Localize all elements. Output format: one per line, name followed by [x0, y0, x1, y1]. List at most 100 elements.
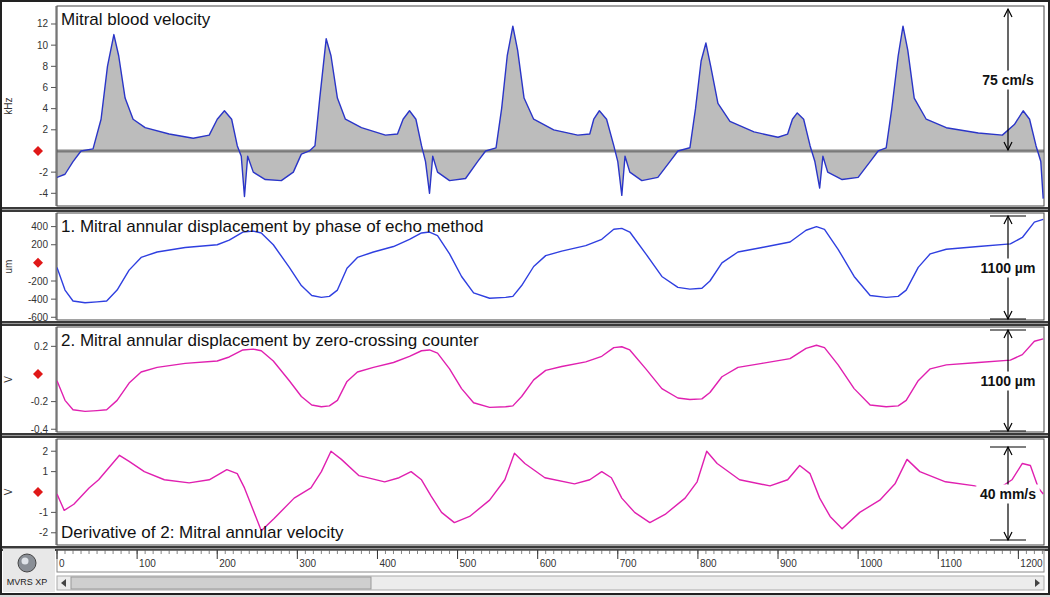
y-axis-label: V [3, 376, 14, 383]
y-tick-label: -600 [28, 312, 48, 323]
x-tick-label: 500 [460, 558, 477, 569]
x-minor-tick [593, 550, 594, 554]
panel-separator-line [2, 209, 1048, 210]
y-tick-label: 4 [42, 103, 48, 114]
x-minor-tick [169, 550, 170, 554]
x-minor-tick [385, 550, 386, 554]
x-minor-tick [898, 550, 899, 554]
panel-separator-line [2, 548, 1048, 549]
scale-annotation: 1100 µm [981, 373, 1036, 389]
scale-arrow [1004, 532, 1012, 540]
scale-annotation: 1100 µm [981, 260, 1036, 276]
y-tick [51, 532, 56, 533]
x-minor-tick [225, 550, 226, 554]
scale-annotation: 75 cm/s [982, 72, 1034, 88]
x-minor-tick [105, 550, 106, 554]
x-tick [537, 550, 538, 559]
panel-separator [2, 433, 1048, 438]
x-minor-tick [1034, 550, 1035, 554]
plot-group [57, 451, 1043, 530]
x-minor-tick [153, 550, 154, 554]
x-minor-tick [762, 550, 763, 554]
x-minor-tick [257, 550, 258, 554]
x-minor-tick [361, 550, 362, 554]
x-minor-tick [329, 550, 330, 554]
x-minor-tick [337, 550, 338, 554]
x-tick [617, 550, 618, 559]
x-minor-tick [529, 550, 530, 554]
y-tick [51, 512, 56, 513]
x-minor-tick [1002, 550, 1003, 554]
x-tick [217, 550, 218, 559]
x-minor-tick [409, 550, 410, 554]
x-minor-tick [185, 550, 186, 554]
x-minor-tick [713, 550, 714, 554]
y-tick [51, 244, 56, 245]
x-minor-tick [345, 550, 346, 554]
x-minor-tick [289, 550, 290, 554]
x-tick-label: 0 [59, 558, 65, 569]
x-minor-tick [417, 550, 418, 554]
axis-strip [3, 213, 55, 320]
x-minor-tick [433, 550, 434, 554]
y-axis-label: kHz [3, 97, 14, 114]
x-minor-tick [962, 550, 963, 554]
x-minor-tick [561, 550, 562, 554]
x-minor-tick [906, 550, 907, 554]
x-minor-tick [497, 550, 498, 554]
x-tick-label: 200 [219, 558, 236, 569]
axis-strip [3, 327, 55, 432]
panel-separator [2, 546, 1048, 551]
scroll-arrow [61, 579, 66, 587]
x-minor-tick [657, 550, 658, 554]
y-tick [51, 299, 56, 300]
x-minor-tick [145, 550, 146, 554]
x-minor-tick [233, 550, 234, 554]
x-minor-tick [986, 550, 987, 554]
x-tick-label: 800 [700, 558, 717, 569]
annotation-bg [976, 485, 1039, 504]
y-tick-label: -1 [39, 507, 48, 518]
y-tick [51, 317, 56, 318]
scroll-arrow [1035, 579, 1040, 587]
y-tick [51, 401, 56, 402]
scale-arrow [1004, 423, 1012, 431]
x-tick [938, 550, 939, 559]
x-minor-tick [305, 550, 306, 554]
x-minor-tick [818, 550, 819, 554]
x-minor-tick [353, 550, 354, 554]
x-minor-tick [922, 550, 923, 554]
scrollbar-thumb [71, 577, 371, 589]
x-minor-tick [89, 550, 90, 554]
x-minor-tick [794, 550, 795, 554]
x-ruler [57, 550, 1044, 572]
x-axis-line [57, 550, 1044, 551]
x-minor-tick [265, 550, 266, 554]
scale-cap [990, 446, 1026, 447]
logo-bg [3, 549, 55, 592]
scale-arrow [1004, 447, 1012, 455]
x-minor-tick [665, 550, 666, 554]
x-minor-tick [193, 550, 194, 554]
y-tick [51, 66, 56, 67]
x-minor-tick [1042, 550, 1043, 554]
plot-area [57, 439, 1044, 545]
x-minor-tick [625, 550, 626, 554]
y-tick-label: 10 [37, 40, 49, 51]
x-minor-tick [689, 550, 690, 554]
y-axis-line [56, 6, 57, 206]
x-minor-tick [273, 550, 274, 554]
x-minor-tick [681, 550, 682, 554]
y-tick [51, 429, 56, 430]
x-minor-tick [770, 550, 771, 554]
annotation-bg [976, 259, 1039, 278]
x-minor-tick [946, 550, 947, 554]
x-minor-tick [1010, 550, 1011, 554]
y-tick [51, 87, 56, 88]
x-tick-label: 600 [540, 558, 557, 569]
y-tick-label: -2 [39, 167, 48, 178]
annotation-bg [976, 71, 1039, 90]
panel-separator [2, 321, 1048, 326]
y-tick [51, 451, 56, 452]
x-tick [457, 550, 458, 559]
